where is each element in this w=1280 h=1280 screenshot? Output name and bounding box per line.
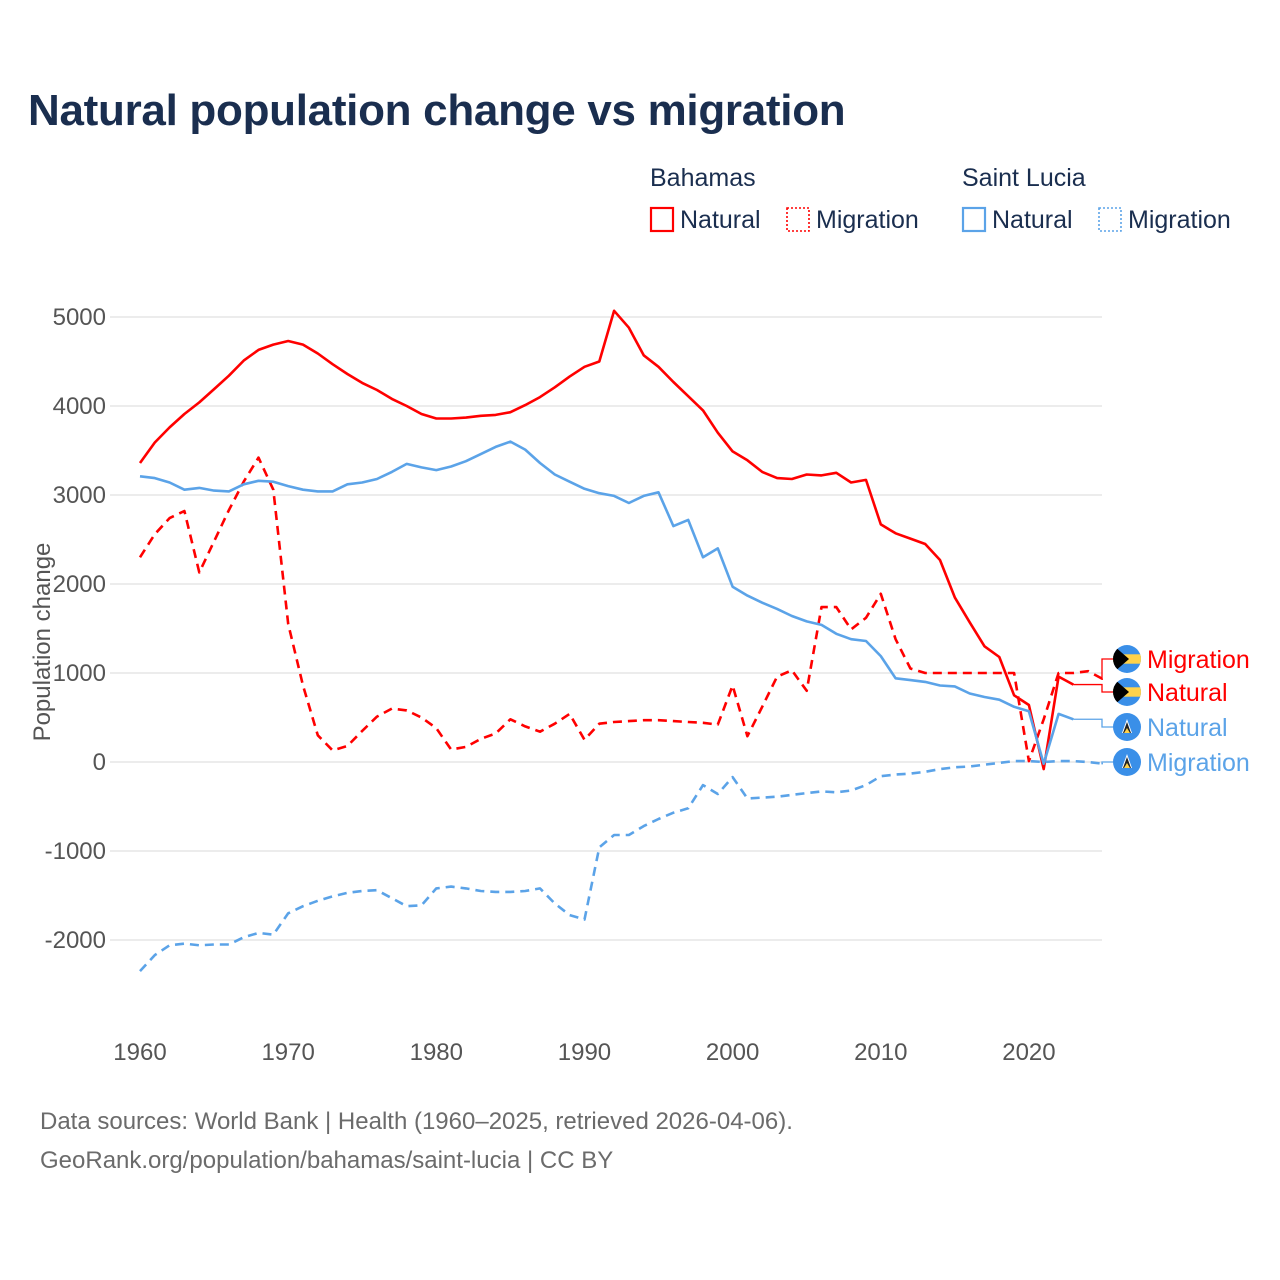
x-tick-label: 2000	[706, 1039, 759, 1066]
x-tick-label: 2010	[854, 1039, 907, 1066]
chart-title: Natural population change vs migration	[28, 86, 846, 135]
x-tick-label: 2020	[1002, 1039, 1055, 1066]
y-tick-label: 1000	[53, 660, 106, 687]
leader-line	[1101, 658, 1113, 680]
legend-item-label: Natural	[992, 206, 1073, 234]
footer-sources: Data sources: World Bank | Health (1960–…	[40, 1108, 793, 1135]
dotted-swatch-icon	[1098, 207, 1122, 232]
y-tick-label: -1000	[45, 838, 106, 865]
x-tick-label: 1990	[558, 1039, 611, 1066]
legend-group-saint-lucia: Saint Lucia Natural Migration	[961, 164, 1231, 234]
saint-lucia-migration-end-label: Migration	[1101, 748, 1250, 777]
y-tick-label: 4000	[53, 393, 106, 420]
leader-line	[1101, 761, 1113, 765]
y-axis-label: Population change	[29, 543, 56, 742]
dotted-swatch-icon	[786, 207, 810, 232]
saint-lucia-natural-line	[139, 440, 1074, 766]
footer-link[interactable]: GeoRank.org/population/bahamas/saint-luc…	[40, 1147, 614, 1174]
legend-item-label: Migration	[1128, 206, 1231, 234]
x-axis-ticks: 1960 1970 1980 1990 2000 2010 2020	[113, 1039, 1055, 1066]
legend-item-natural[interactable]: Natural	[961, 206, 1073, 234]
bahamas-flag-icon	[1113, 678, 1141, 706]
bahamas-migration-end-label: Migration	[1101, 645, 1250, 680]
y-axis-ticks: -2000 -1000 0 1000 2000 3000 4000 5000	[45, 304, 106, 954]
bahamas-flag-icon	[1113, 645, 1141, 673]
y-tick-label: 0	[93, 749, 106, 776]
saint-lucia-natural-end-label: Natural	[1073, 713, 1228, 742]
x-tick-label: 1980	[410, 1039, 463, 1066]
x-tick-label: 1970	[261, 1039, 314, 1066]
gridlines	[110, 316, 1102, 941]
saint-lucia-flag-icon	[1113, 713, 1141, 741]
leader-line	[1073, 718, 1113, 728]
saint-lucia-flag-icon	[1113, 748, 1141, 776]
end-label-text: Migration	[1147, 646, 1250, 674]
legend-item-label: Migration	[816, 206, 919, 234]
legend-group-bahamas: Bahamas Natural Migration	[649, 164, 919, 234]
y-tick-label: -2000	[45, 927, 106, 954]
bahamas-migration-line	[138, 456, 1104, 763]
solid-swatch-icon	[649, 206, 675, 233]
leader-line	[1073, 683, 1113, 693]
bahamas-natural-line	[138, 309, 1075, 771]
legend-item-migration[interactable]: Migration	[1098, 206, 1231, 234]
legend-item-migration[interactable]: Migration	[786, 206, 919, 234]
y-tick-label: 2000	[53, 571, 106, 598]
end-label-text: Natural	[1147, 679, 1228, 707]
end-label-text: Natural	[1147, 714, 1228, 742]
y-tick-label: 5000	[53, 304, 106, 331]
legend-item-natural[interactable]: Natural	[649, 206, 761, 234]
legend-item-label: Natural	[680, 206, 761, 234]
end-labels: Migration Natural Natural Migration	[1073, 645, 1250, 777]
legend: Bahamas Natural Migration Saint Lucia Natura…	[649, 164, 1231, 234]
y-tick-label: 3000	[53, 482, 106, 509]
saint-lucia-migration-line	[139, 759, 1104, 972]
legend-group-title: Saint Lucia	[962, 164, 1086, 192]
solid-swatch-icon	[961, 206, 987, 233]
end-label-text: Migration	[1147, 749, 1250, 777]
legend-group-title: Bahamas	[650, 164, 756, 192]
series-lines	[138, 309, 1104, 972]
x-tick-label: 1960	[113, 1039, 166, 1066]
bahamas-natural-end-label: Natural	[1073, 678, 1228, 707]
